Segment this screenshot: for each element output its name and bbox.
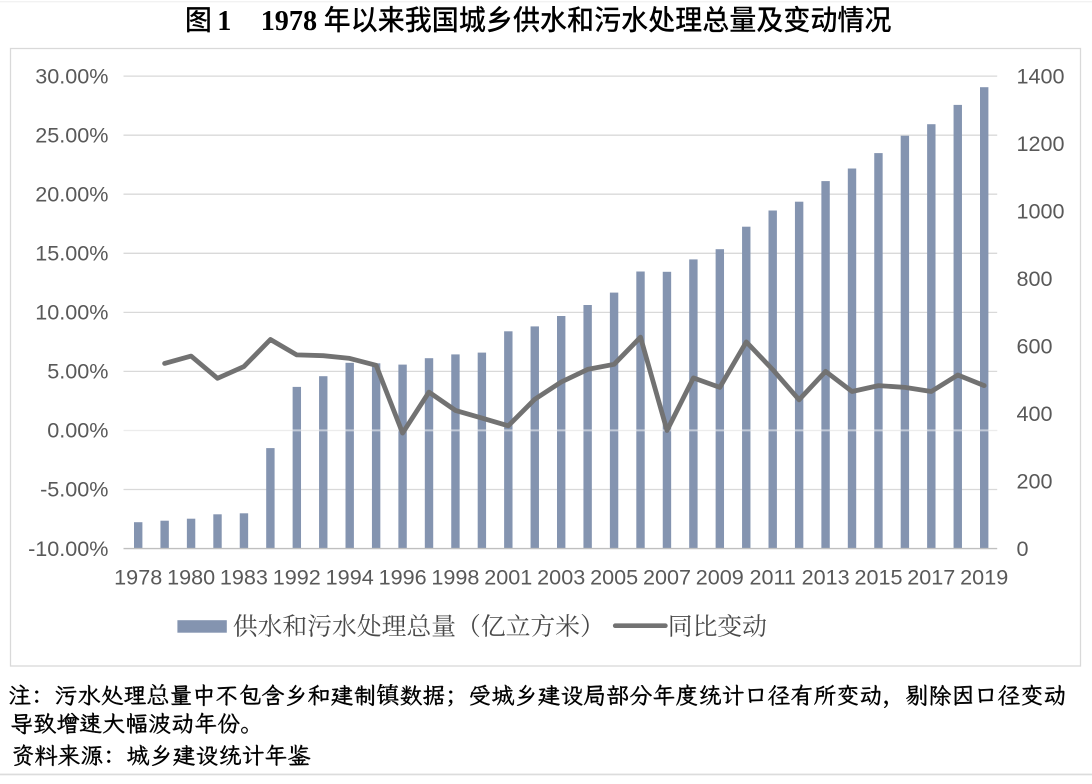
svg-text:10.00%: 10.00% bbox=[35, 300, 108, 325]
svg-text:-10.00%: -10.00% bbox=[28, 536, 108, 561]
svg-text:-5.00%: -5.00% bbox=[40, 477, 108, 502]
svg-text:1992: 1992 bbox=[273, 565, 321, 590]
svg-text:1: 1 bbox=[217, 6, 231, 37]
svg-text:1400: 1400 bbox=[1017, 63, 1065, 88]
svg-text:1200: 1200 bbox=[1017, 131, 1065, 156]
svg-text:30.00%: 30.00% bbox=[35, 63, 108, 88]
svg-text:20.00%: 20.00% bbox=[35, 181, 108, 206]
svg-text:1998: 1998 bbox=[431, 565, 479, 590]
svg-text:1996: 1996 bbox=[379, 565, 427, 590]
svg-text:400: 400 bbox=[1017, 401, 1053, 426]
svg-text:0.00%: 0.00% bbox=[47, 418, 108, 443]
svg-text:2015: 2015 bbox=[854, 565, 902, 590]
svg-text:1978: 1978 bbox=[261, 6, 317, 37]
svg-text:15.00%: 15.00% bbox=[35, 241, 108, 266]
svg-text:800: 800 bbox=[1017, 266, 1053, 291]
svg-text:2003: 2003 bbox=[537, 565, 585, 590]
svg-text:1994: 1994 bbox=[326, 565, 374, 590]
svg-text:2005: 2005 bbox=[590, 565, 638, 590]
svg-text:2017: 2017 bbox=[907, 565, 955, 590]
svg-text:1000: 1000 bbox=[1017, 198, 1065, 223]
svg-text:0: 0 bbox=[1017, 536, 1029, 561]
svg-text:5.00%: 5.00% bbox=[47, 359, 108, 384]
svg-text:1983: 1983 bbox=[220, 565, 268, 590]
svg-text:2007: 2007 bbox=[643, 565, 691, 590]
svg-text:600: 600 bbox=[1017, 333, 1053, 358]
svg-text:2013: 2013 bbox=[802, 565, 850, 590]
svg-text:2019: 2019 bbox=[960, 565, 1008, 590]
svg-text:25.00%: 25.00% bbox=[35, 122, 108, 147]
svg-text:1978: 1978 bbox=[114, 565, 162, 590]
svg-text:2009: 2009 bbox=[696, 565, 744, 590]
svg-text:200: 200 bbox=[1017, 468, 1053, 493]
svg-text:1980: 1980 bbox=[167, 565, 215, 590]
svg-text:2011: 2011 bbox=[749, 565, 795, 590]
svg-text:2001: 2001 bbox=[484, 565, 532, 590]
